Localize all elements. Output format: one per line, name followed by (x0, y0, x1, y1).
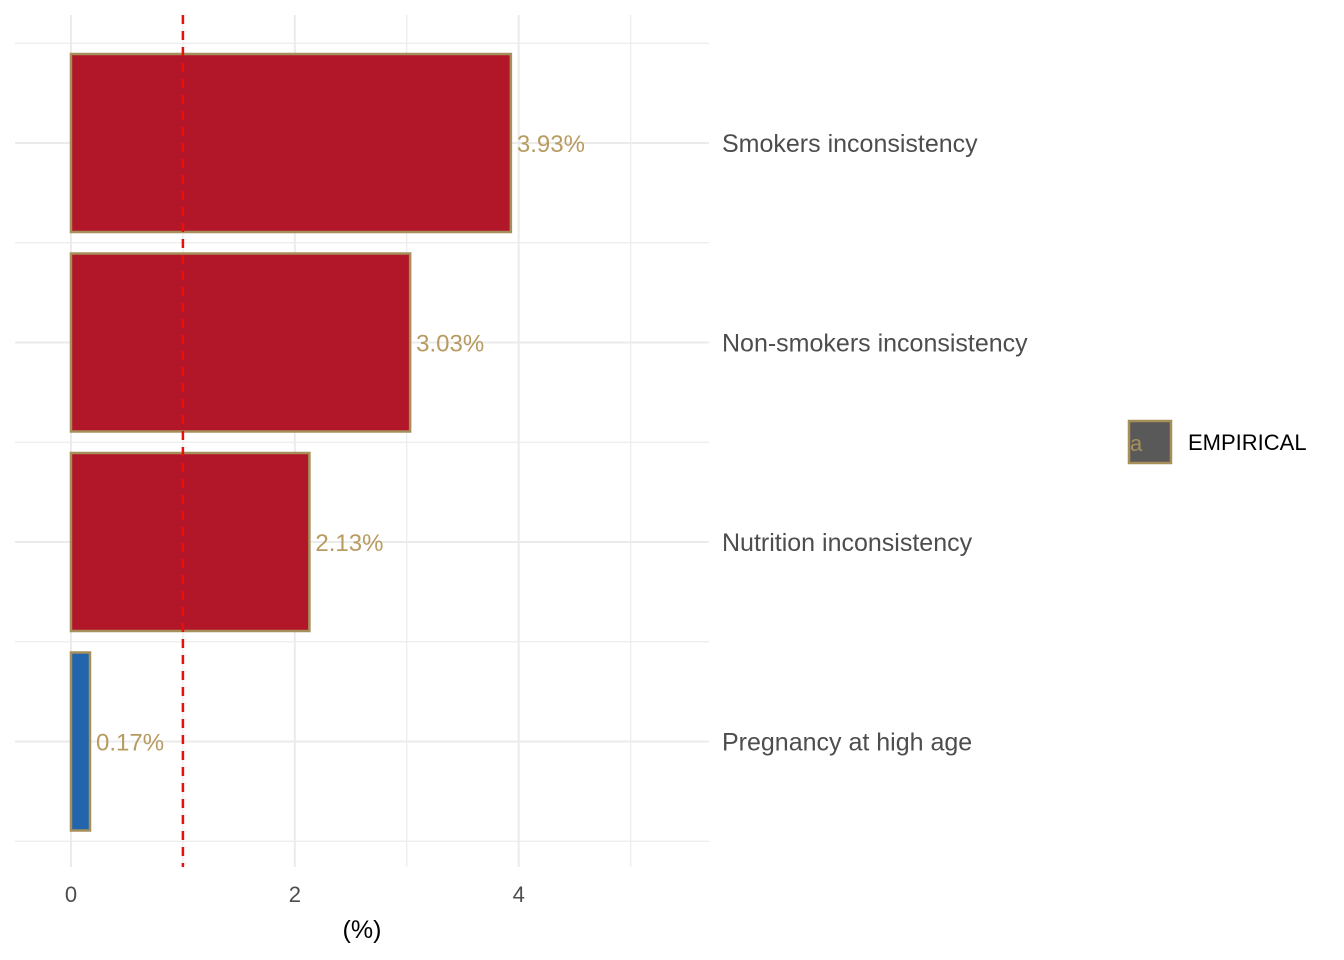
x-tick-label: 4 (513, 882, 525, 907)
legend-key-empirical (1127, 419, 1173, 465)
bars-layer (69, 52, 513, 832)
bar (69, 651, 92, 832)
category-label: Non-smokers inconsistency (722, 330, 1028, 358)
x-axis: (%) 0 2 4 (65, 882, 525, 944)
legend-key-letter: a (1130, 431, 1143, 456)
legend-label-empirical: EMPIRICAL (1188, 430, 1307, 455)
legend: a EMPIRICAL (1127, 419, 1307, 465)
x-tick-label: 2 (289, 882, 301, 907)
bar (69, 52, 513, 234)
category-label: Pregnancy at high age (722, 729, 972, 757)
bar (69, 451, 311, 633)
bar (69, 252, 412, 433)
x-tick-label: 0 (65, 882, 77, 907)
data-labels-layer: 3.93% 3.03% 2.13% 0.17% (96, 131, 585, 757)
x-axis-title: (%) (343, 916, 382, 944)
category-label: Smokers inconsistency (722, 130, 978, 158)
category-labels-layer: Smokers inconsistency Non-smokers inconsi… (722, 130, 1028, 757)
data-label: 3.03% (416, 331, 484, 358)
data-label: 0.17% (96, 730, 164, 757)
category-label: Nutrition inconsistency (722, 529, 973, 557)
data-label: 2.13% (315, 530, 383, 557)
data-label: 3.93% (517, 131, 585, 158)
